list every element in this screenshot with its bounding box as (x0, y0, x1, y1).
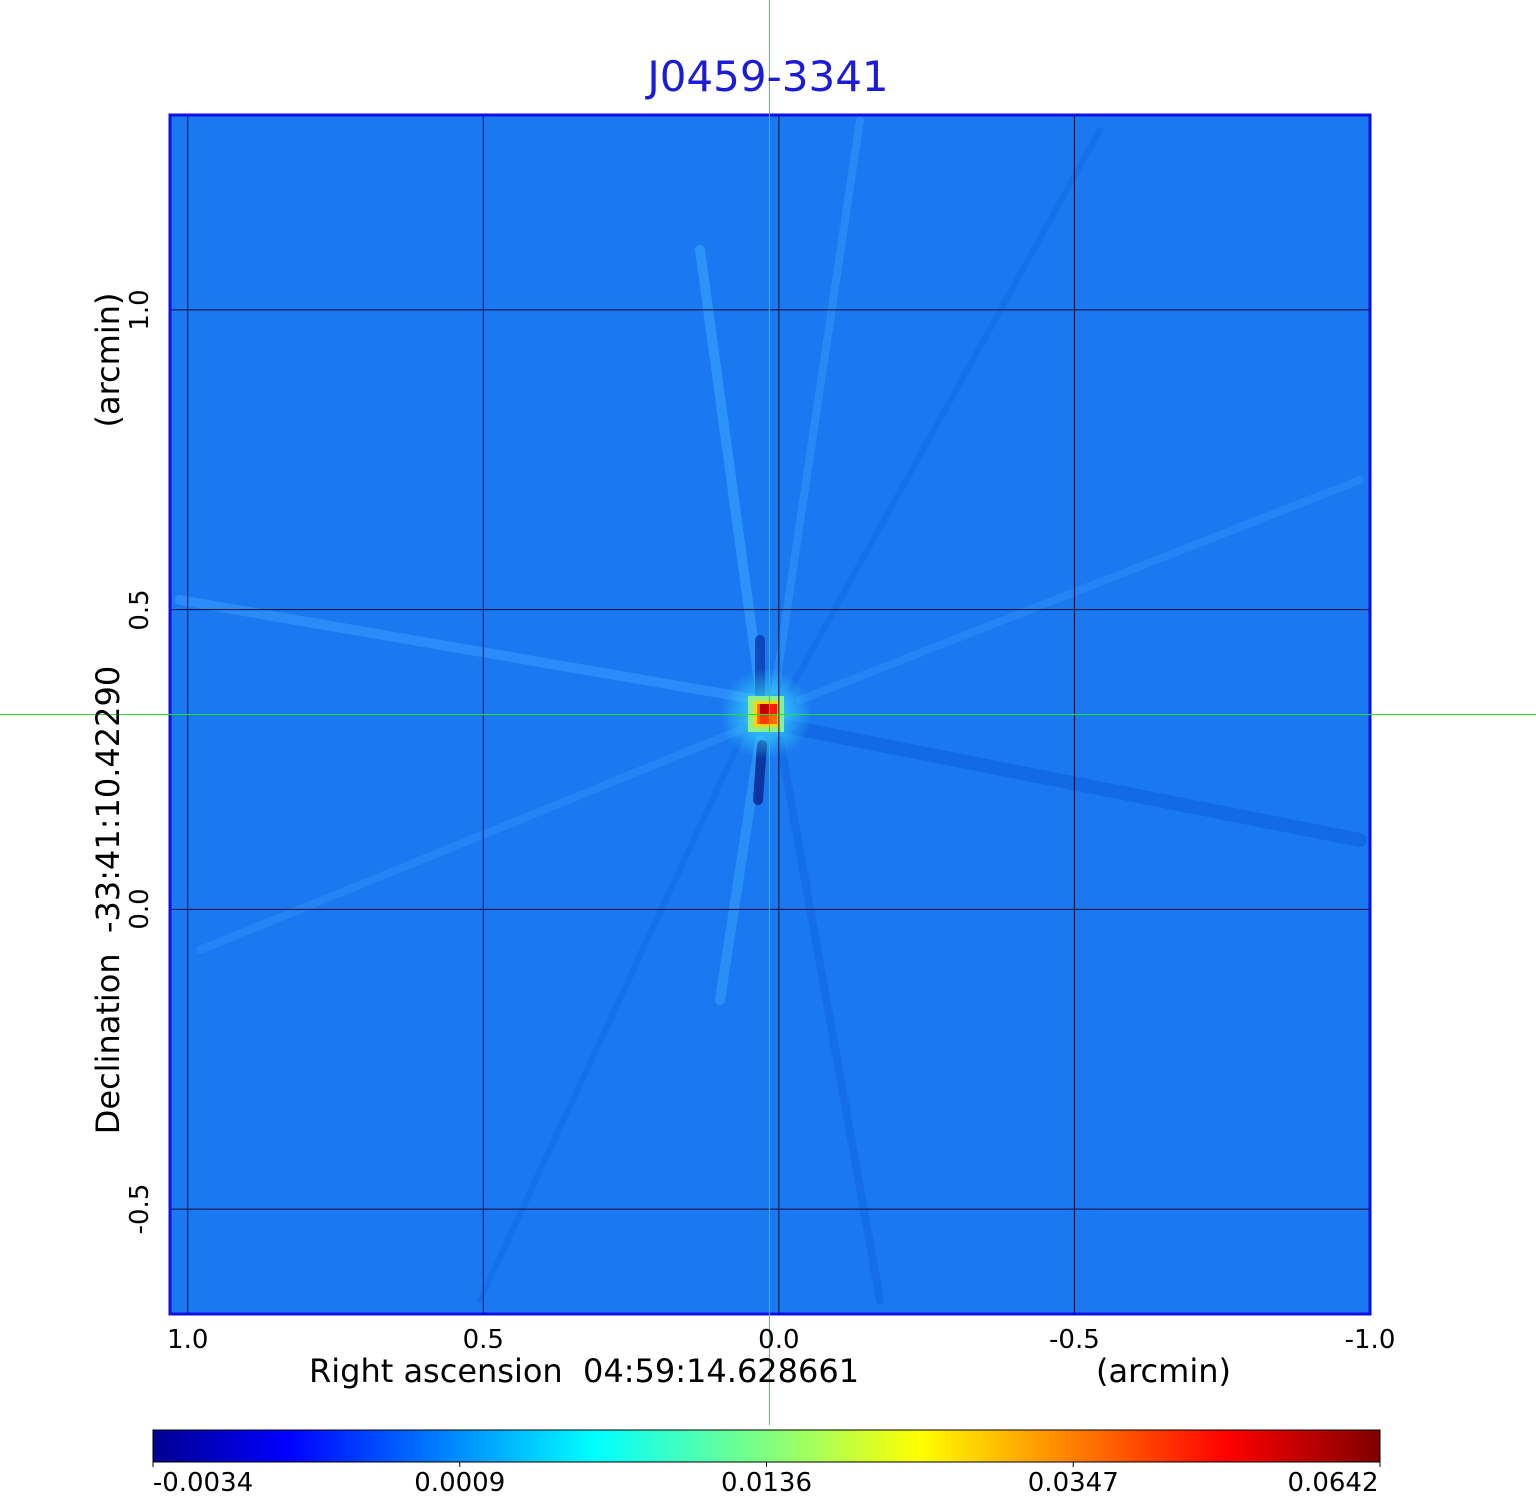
colorbar-tick-label: 0.0347 (1027, 1468, 1119, 1498)
y-axis-prefix: Declination (89, 953, 127, 1135)
y-tick-label: 0.0 (125, 888, 155, 931)
x-tick-label: -0.5 (1049, 1325, 1100, 1355)
chart-title: J0459-3341 (647, 52, 889, 101)
colorbar-tick-label: -0.0034 (152, 1468, 254, 1498)
crosshair (0, 0, 1536, 1425)
colorbar (152, 1429, 1381, 1463)
y-tick-label: -0.5 (125, 1183, 155, 1235)
x-tick-label: -1.0 (1344, 1325, 1396, 1355)
y-axis-unit: (arcmin) (89, 292, 127, 428)
x-tick-label: 0.0 (758, 1325, 800, 1355)
colorbar-tick-label: 0.0009 (414, 1468, 506, 1498)
x-axis-unit: (arcmin) (1096, 1352, 1231, 1390)
colorbar-ticks (152, 1462, 1381, 1467)
colorbar-tick-label: 0.0136 (721, 1468, 812, 1498)
x-axis-label: Right ascension 04:59:14.628661 (309, 1352, 859, 1390)
y-axis-label: Declination -33:41:10.42290 (89, 666, 127, 1134)
y-tick-label: 1.0 (125, 289, 155, 331)
colorbar-tick-label: 0.0642 (1287, 1468, 1379, 1498)
y-axis-center: -33:41:10.42290 (89, 665, 127, 933)
x-axis-center: 04:59:14.628661 (583, 1352, 860, 1390)
y-tick-label: 0.5 (125, 588, 155, 631)
x-tick-label: 0.5 (462, 1325, 504, 1355)
x-axis-prefix: Right ascension (309, 1352, 563, 1390)
x-tick-label: 1.0 (167, 1325, 209, 1355)
